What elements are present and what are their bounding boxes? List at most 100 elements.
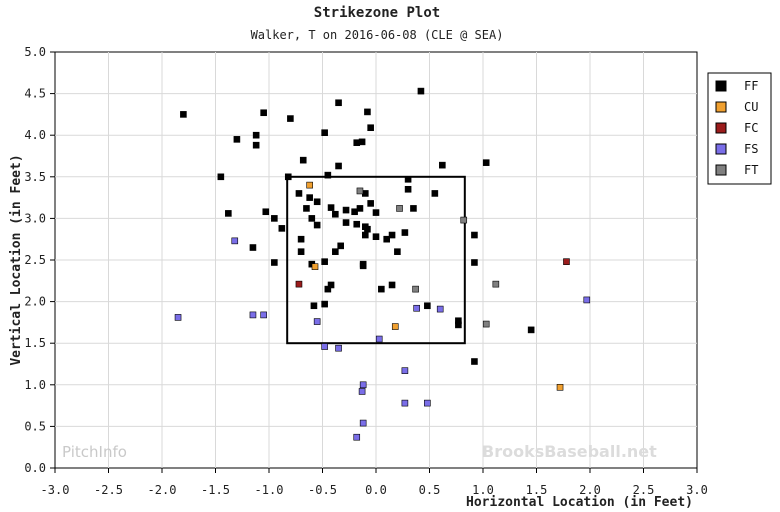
pitch-point-ff xyxy=(252,141,260,149)
pitch-point-ff xyxy=(356,205,364,212)
pitch-point-ff xyxy=(364,108,371,116)
pitch-point-ff xyxy=(471,231,478,239)
pitch-point-ff xyxy=(324,285,332,293)
pitch-point-ff xyxy=(342,206,350,214)
pitch-point-ff xyxy=(471,259,478,266)
pitch-point-ff xyxy=(424,302,431,310)
pitch-point-ff xyxy=(271,259,278,266)
x-tick-label: -0.5 xyxy=(308,483,337,497)
pitch-point-ff xyxy=(217,173,225,181)
pitch-point-ff xyxy=(260,109,267,117)
legend-label-cu: CU xyxy=(744,100,758,114)
pitch-point-fs xyxy=(359,419,367,427)
pitch-point-fs xyxy=(358,388,366,395)
pitch-point-ff xyxy=(310,302,318,310)
y-axis-label: Vertical Location (in Feet) xyxy=(9,154,24,365)
pitch-point-ff xyxy=(335,99,342,107)
pitch-point-ff xyxy=(335,162,342,170)
pitch-point-ft xyxy=(460,216,468,224)
pitch-point-ff xyxy=(417,87,425,95)
pitch-point-cu xyxy=(556,383,564,391)
pitch-point-ft xyxy=(412,285,419,293)
legend-label-fs: FS xyxy=(744,142,758,156)
y-tick-label: 1.5 xyxy=(24,336,46,350)
y-axis-ticks: 0.0 0.5 1.0 1.5 2.0 2.5 3.0 3.5 4.0 4.5 5.0 xyxy=(24,45,55,475)
pitch-points xyxy=(174,87,591,441)
pitch-point-ff xyxy=(313,221,321,229)
pitch-point-ff xyxy=(527,326,535,334)
x-tick-label: 3.0 xyxy=(686,483,708,497)
legend-swatch-cu xyxy=(715,101,727,113)
pitch-point-ff xyxy=(327,204,335,211)
chart-title: Strikezone Plot xyxy=(314,5,440,21)
pitch-point-ff xyxy=(372,209,380,216)
pitch-point-fs xyxy=(231,237,239,245)
pitch-point-ff xyxy=(284,173,292,181)
pitch-point-ft xyxy=(482,320,490,328)
pitch-point-fc xyxy=(295,280,303,288)
watermarks: PitchInfo BrooksBaseball.net xyxy=(62,442,657,461)
pitch-point-fs xyxy=(413,304,420,312)
pitch-point-ff xyxy=(297,235,305,243)
x-tick-label: 2.5 xyxy=(633,483,655,497)
pitch-point-ft xyxy=(492,280,500,288)
pitch-point-ff xyxy=(306,194,313,201)
pitch-point-ff xyxy=(321,129,328,137)
pitch-point-ff xyxy=(262,208,270,216)
watermark-pitchinfo: PitchInfo xyxy=(62,443,127,461)
pitch-point-fs xyxy=(583,296,591,304)
y-tick-label: 4.5 xyxy=(24,87,46,101)
x-axis-ticks: -3.0 -2.5 -2.0 -1.5 -1.0 -0.5 0.0 0.5 1.0 1.5 2.0 2… xyxy=(41,468,708,497)
pitch-point-ff xyxy=(324,171,332,179)
pitch-point-ff xyxy=(378,285,385,293)
strike-zone-box xyxy=(286,175,466,345)
chart-subtitle: Walker, T on 2016-06-08 (CLE @ SEA) xyxy=(251,28,504,42)
pitch-point-fs xyxy=(375,335,383,343)
legend-label-ff: FF xyxy=(744,79,758,93)
y-tick-label: 4.0 xyxy=(24,128,46,142)
x-tick-label: 0.0 xyxy=(365,483,387,497)
x-tick-label: 1.0 xyxy=(472,483,494,497)
pitch-point-fc xyxy=(563,258,570,265)
x-tick-label: -3.0 xyxy=(41,483,70,497)
pitch-point-ff xyxy=(321,300,328,308)
pitch-point-cu xyxy=(306,181,313,189)
pitch-point-ff xyxy=(313,198,321,206)
y-tick-label: 3.0 xyxy=(24,211,46,225)
pitch-point-ff xyxy=(278,225,286,232)
pitch-point-ff xyxy=(337,242,344,250)
pitch-point-ff xyxy=(401,229,409,236)
pitch-point-ff xyxy=(308,215,316,222)
y-tick-label: 0.0 xyxy=(24,461,46,475)
pitch-point-fs xyxy=(249,311,257,319)
y-tick-label: 3.5 xyxy=(24,170,46,184)
legend-swatch-ff xyxy=(715,80,727,92)
pitch-point-ff xyxy=(404,175,412,183)
pitch-point-fs xyxy=(436,305,444,313)
pitch-point-ff xyxy=(482,159,490,166)
pitch-point-ff xyxy=(299,156,307,164)
x-tick-label: 2.0 xyxy=(579,483,601,497)
pitch-point-ff xyxy=(332,210,339,218)
pitch-point-ff xyxy=(471,358,478,365)
y-tick-label: 5.0 xyxy=(24,45,46,59)
pitch-point-ff xyxy=(367,200,374,207)
pitch-point-ff xyxy=(180,111,187,118)
pitch-point-ff xyxy=(455,321,462,329)
pitch-point-ff xyxy=(383,235,391,243)
pitch-point-cu xyxy=(391,323,399,330)
pitch-point-ff xyxy=(225,210,232,217)
pitch-point-cu xyxy=(311,263,319,270)
pitch-point-ff xyxy=(249,244,257,251)
pitch-point-ft xyxy=(356,187,364,195)
pitch-point-fs xyxy=(401,399,409,407)
x-tick-label: -1.0 xyxy=(255,483,284,497)
pitch-point-fs xyxy=(174,314,182,321)
pitch-point-fs xyxy=(260,311,267,319)
pitch-point-ff xyxy=(410,205,417,212)
pitch-point-ff xyxy=(404,185,412,193)
legend-label-ft: FT xyxy=(744,163,758,177)
pitch-point-ff xyxy=(233,136,241,143)
x-tick-label: 0.5 xyxy=(419,483,441,497)
y-tick-label: 1.0 xyxy=(24,378,46,392)
